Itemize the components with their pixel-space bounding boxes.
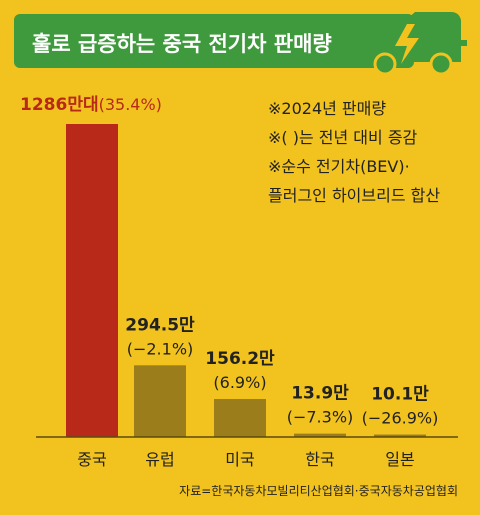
bar-0 bbox=[66, 124, 118, 437]
bar-1 bbox=[134, 365, 186, 437]
change-label: (−2.1%) bbox=[127, 339, 194, 358]
bar-4 bbox=[374, 434, 426, 437]
electric-car-icon bbox=[365, 12, 467, 76]
notes: ※2024년 판매량 ※( )는 전년 대비 증감 ※순수 전기차(BEV)· … bbox=[268, 94, 440, 210]
change-label: (−7.3%) bbox=[287, 408, 354, 427]
category-label: 한국 bbox=[305, 450, 334, 469]
title-banner: 훌로 급증하는 중국 전기차 판매량 bbox=[14, 14, 414, 68]
change-label: (−26.9%) bbox=[362, 409, 439, 428]
category-label: 유럽 bbox=[145, 450, 174, 469]
value-label: 1286만대(35.4%) bbox=[20, 95, 162, 115]
value-label: 294.5만 bbox=[125, 315, 195, 335]
note-line: ※순수 전기차(BEV)· bbox=[268, 157, 410, 176]
value-label: 156.2만 bbox=[205, 349, 275, 369]
category-label: 중국 bbox=[77, 450, 106, 469]
value-label: 10.1만 bbox=[371, 385, 429, 405]
change-label: (6.9%) bbox=[213, 373, 266, 392]
category-label: 일본 bbox=[385, 450, 414, 469]
bar-3 bbox=[294, 433, 346, 437]
category-label: 미국 bbox=[225, 450, 254, 469]
chart-title: 훌로 급증하는 중국 전기차 판매량 bbox=[32, 32, 332, 56]
value-label: 13.9만 bbox=[291, 384, 349, 404]
bar-2 bbox=[214, 398, 266, 437]
source-note: 자료=한국자동차모빌리티산업협회·중국자동차공업협회 bbox=[179, 484, 458, 498]
note-line: 플러그인 하이브리드 합산 bbox=[268, 186, 441, 205]
note-line: ※2024년 판매량 bbox=[268, 99, 387, 118]
note-line: ※( )는 전년 대비 증감 bbox=[268, 128, 418, 147]
